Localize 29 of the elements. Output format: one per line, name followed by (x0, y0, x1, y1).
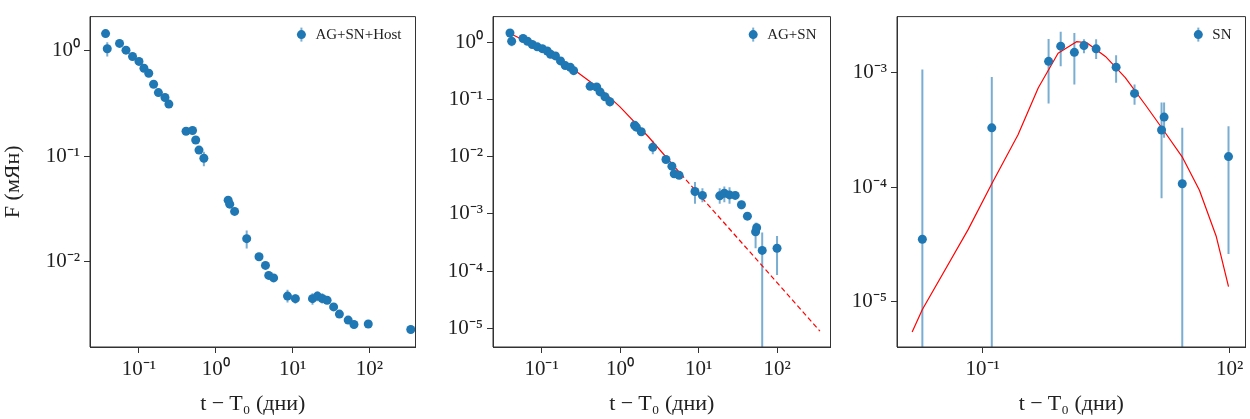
x-tick-label: 10⁰ (606, 356, 635, 381)
y-tick-label: 10⁻³ (852, 59, 887, 84)
x-tick-label: 10⁻¹ (965, 356, 1000, 381)
x-tick-label: 10⁻¹ (524, 356, 559, 381)
x-tick-label: 10¹ (278, 356, 307, 381)
x-axis-title: t − T₀ (дни) (200, 389, 306, 415)
y-tick-label: 10⁻² (448, 143, 483, 168)
y-tick-label: 10⁻² (45, 248, 80, 273)
x-tick-label: 10⁰ (201, 356, 230, 381)
x-tick-label: 10⁻¹ (121, 356, 157, 381)
x-tick-label: 10² (1215, 356, 1244, 381)
x-tick-label: 10² (355, 356, 383, 381)
legend-label: SN (1212, 25, 1232, 42)
y-tick-label: 10⁻³ (448, 200, 483, 225)
y-tick-label: 10⁻¹ (448, 85, 483, 110)
legend-label: AG+SN (767, 25, 817, 42)
y-tick-label: 10⁰ (52, 37, 80, 62)
x-axis-title: t − T₀ (дни) (1018, 389, 1124, 415)
y-tick-label: 10⁻⁴ (851, 173, 887, 198)
y-tick-label: 10⁻⁵ (447, 314, 483, 339)
y-tick-label: 10⁻⁵ (851, 288, 887, 313)
x-tick-label: 10¹ (684, 356, 713, 381)
legend-label: AG+SN+Host (315, 25, 403, 42)
x-axis-title: t − T₀ (дни) (609, 389, 715, 415)
y-axis-title: F (мЯн) (0, 145, 24, 219)
x-tick-label: 10² (763, 356, 791, 381)
y-tick-label: 10⁰ (455, 28, 483, 53)
y-tick-label: 10⁻¹ (45, 142, 80, 167)
y-tick-label: 10⁻⁴ (447, 257, 483, 282)
